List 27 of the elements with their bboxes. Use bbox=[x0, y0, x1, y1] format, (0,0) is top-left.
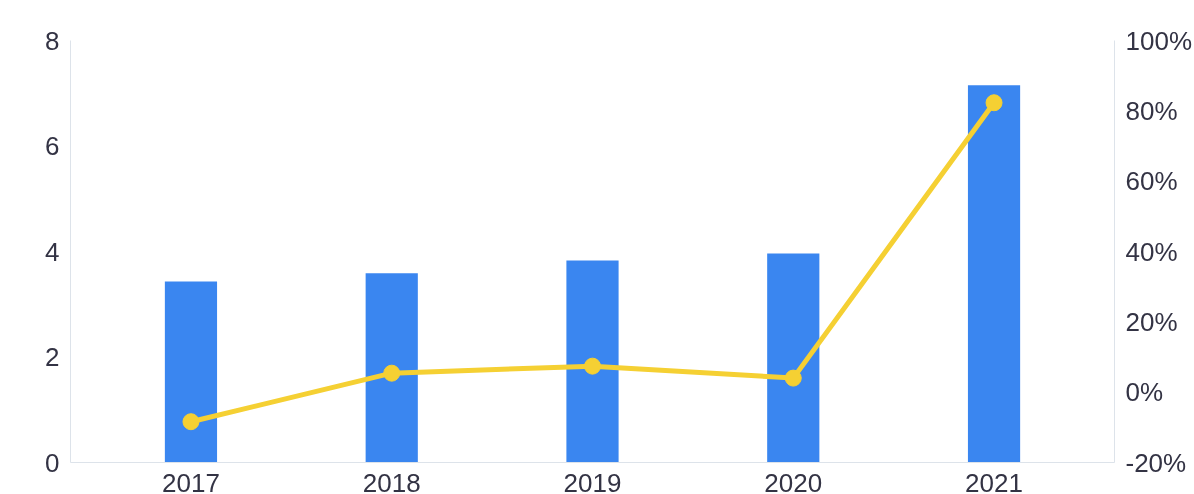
y2-tick-label: 40% bbox=[1125, 236, 1178, 267]
y2-tick-label: 0% bbox=[1125, 377, 1164, 408]
point bbox=[584, 357, 601, 375]
x-tick-label: 2020 bbox=[764, 467, 823, 494]
point bbox=[784, 369, 802, 387]
x-tick-label: 2018 bbox=[362, 467, 421, 494]
point bbox=[383, 364, 401, 382]
bar bbox=[566, 260, 619, 463]
bar bbox=[967, 85, 1021, 463]
y2-tick-label: 60% bbox=[1125, 166, 1178, 197]
x-tick-label: 2019 bbox=[563, 467, 622, 494]
y2-tick-label: 20% bbox=[1125, 306, 1178, 337]
y-tick-label: 2 bbox=[45, 342, 60, 372]
y-tick-label: 4 bbox=[45, 236, 60, 267]
y2-tick-label: -20% bbox=[1125, 447, 1187, 478]
y2-tick-label: 80% bbox=[1125, 95, 1178, 126]
bar bbox=[767, 253, 820, 463]
y-tick-label: 6 bbox=[45, 131, 60, 161]
y2-tick-label: 100% bbox=[1125, 25, 1192, 56]
point bbox=[182, 413, 200, 431]
x-tick-label: 2017 bbox=[162, 467, 220, 494]
x-tick-label: 2021 bbox=[965, 467, 1023, 494]
point bbox=[985, 94, 1003, 112]
bar bbox=[365, 273, 418, 463]
y-tick-label: 8 bbox=[45, 25, 60, 56]
y-tick-label: 0 bbox=[45, 447, 60, 478]
bar bbox=[164, 281, 218, 463]
